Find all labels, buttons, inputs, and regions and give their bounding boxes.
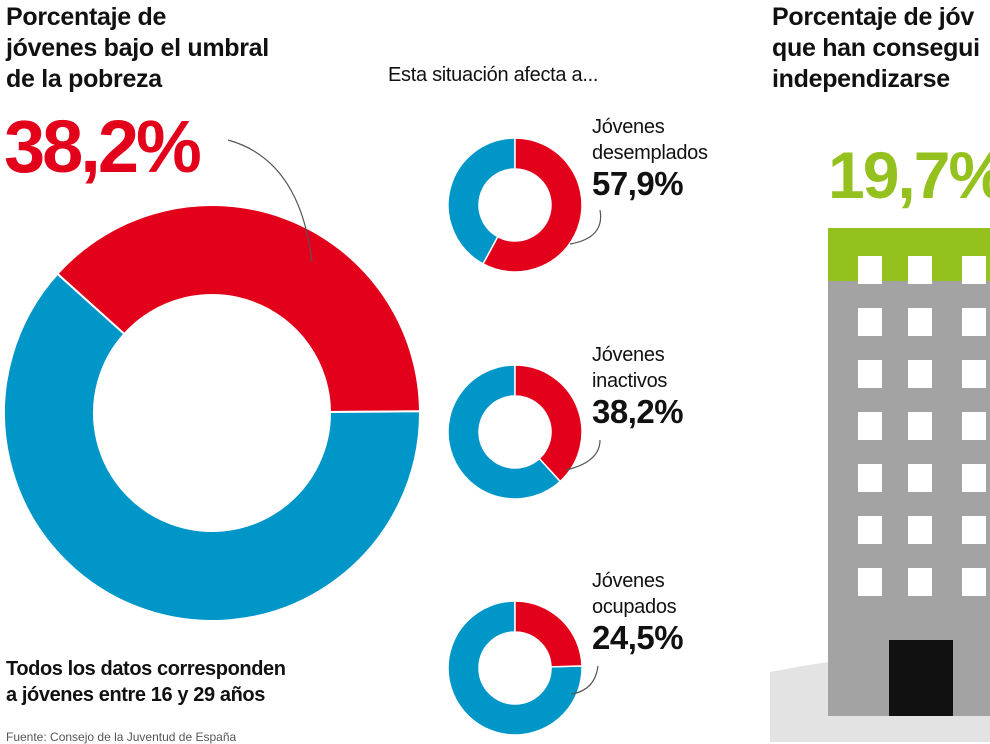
building-window bbox=[858, 256, 882, 284]
category-label: ocupados bbox=[592, 596, 677, 618]
remainder-slice bbox=[3, 272, 421, 622]
left-title-line: de la pobreza bbox=[6, 65, 162, 93]
building-window bbox=[858, 360, 882, 388]
donut-value-slice bbox=[514, 600, 583, 668]
left-title: Porcentaje de jóvenes bajo el umbral de … bbox=[6, 2, 269, 95]
poverty-leader-line bbox=[227, 139, 313, 263]
category-label: Jóvenes bbox=[592, 344, 665, 366]
building-window bbox=[962, 412, 986, 440]
building-window bbox=[858, 412, 882, 440]
category-value: 57,9% bbox=[592, 165, 684, 202]
building-door bbox=[889, 640, 953, 716]
footnote-line: a jóvenes entre 16 y 29 años bbox=[6, 684, 265, 706]
situation-subtitle: Esta situación afecta a... bbox=[388, 64, 599, 86]
building-window bbox=[908, 412, 932, 440]
building-window bbox=[908, 464, 932, 492]
category-label: Jóvenes bbox=[592, 116, 665, 138]
building-window bbox=[858, 464, 882, 492]
footnote-line: Todos los datos corresponden bbox=[6, 658, 286, 680]
left-title-line: jóvenes bajo el umbral bbox=[6, 34, 269, 62]
category-value: 38,2% bbox=[592, 393, 684, 430]
source-note: Fuente: Consejo de la Juventud de España bbox=[6, 730, 237, 744]
building-window bbox=[962, 464, 986, 492]
donut-rest-slice bbox=[447, 600, 583, 736]
building-window bbox=[962, 516, 986, 544]
poverty-slice bbox=[56, 204, 422, 414]
building-window bbox=[908, 360, 932, 388]
building-window bbox=[858, 568, 882, 596]
donut-value-slice bbox=[482, 137, 583, 273]
right-title: Porcentaje de jóv que han consegui indep… bbox=[772, 2, 980, 95]
building-window bbox=[908, 308, 932, 336]
building-window bbox=[962, 568, 986, 596]
footnote: Todos los datos corresponden a jóvenes e… bbox=[6, 656, 286, 708]
category-desempleados: Jóvenes desemplados 57,9% bbox=[592, 114, 708, 202]
category-label: inactivos bbox=[592, 370, 668, 392]
category-label: desemplados bbox=[592, 142, 708, 164]
building-window bbox=[962, 360, 986, 388]
donut-leader-line bbox=[571, 665, 599, 695]
right-title-line: que han consegui bbox=[772, 34, 980, 62]
category-inactivos: Jóvenes inactivos 38,2% bbox=[592, 342, 684, 430]
category-ocupados: Jóvenes ocupados 24,5% bbox=[592, 568, 684, 656]
donut-value-slice bbox=[514, 364, 583, 483]
category-label: Jóvenes bbox=[592, 570, 665, 592]
donut-leader-line bbox=[569, 209, 602, 245]
poverty-percentage: 38,2% bbox=[4, 105, 202, 188]
category-value: 24,5% bbox=[592, 619, 684, 656]
building-window bbox=[908, 568, 932, 596]
right-title-line: independizarse bbox=[772, 65, 950, 93]
building-window bbox=[858, 308, 882, 336]
donut-rest-slice bbox=[447, 364, 562, 500]
right-title-line: Porcentaje de jóv bbox=[772, 3, 974, 31]
donut-rest-slice bbox=[447, 137, 516, 265]
building-window bbox=[962, 256, 986, 284]
building-window bbox=[908, 516, 932, 544]
building-window bbox=[908, 256, 932, 284]
independence-percentage: 19,7% bbox=[828, 138, 990, 212]
building-window bbox=[858, 516, 882, 544]
donut-leader-line bbox=[565, 439, 601, 471]
left-title-line: Porcentaje de bbox=[6, 3, 167, 31]
building-window bbox=[962, 308, 986, 336]
